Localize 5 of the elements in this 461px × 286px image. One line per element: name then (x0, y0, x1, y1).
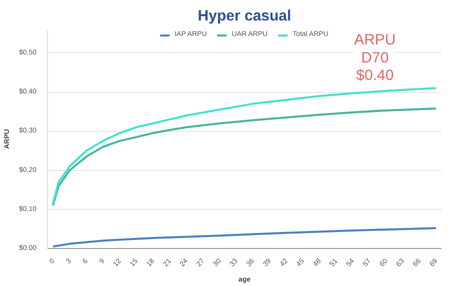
chart-title: Hyper casual (198, 8, 292, 24)
line-series (52, 227, 437, 248)
line-series (52, 107, 437, 206)
annotation: ARPU D70 $0.40 (354, 32, 396, 84)
line-series (52, 87, 437, 205)
